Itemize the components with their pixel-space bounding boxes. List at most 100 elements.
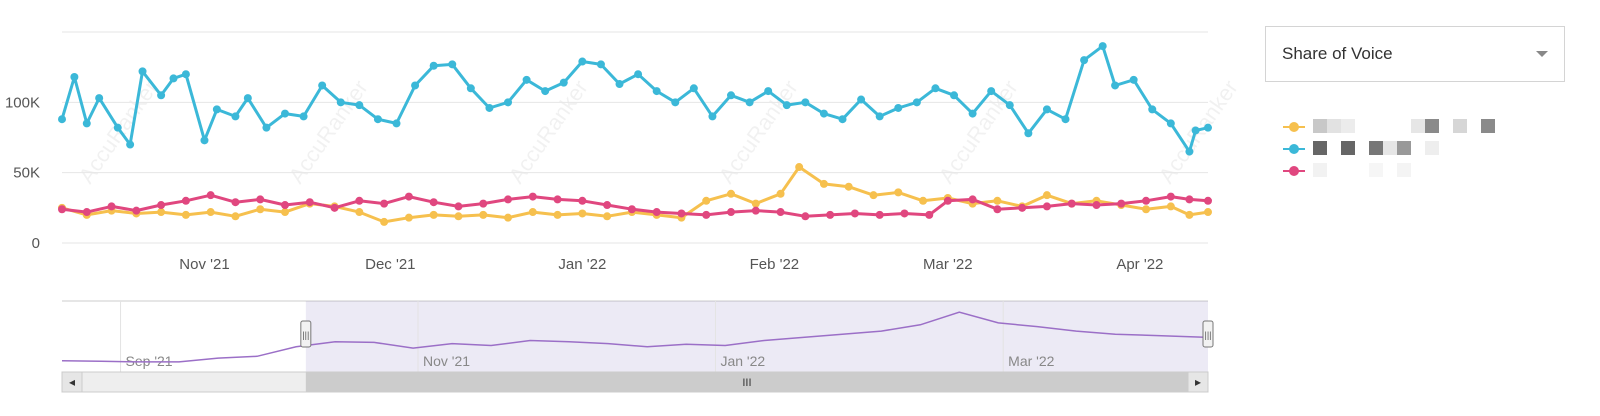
data-point xyxy=(1166,202,1175,211)
data-point xyxy=(231,198,240,207)
data-point xyxy=(1080,56,1089,65)
data-point xyxy=(429,210,438,219)
data-point xyxy=(751,206,760,215)
data-point xyxy=(541,87,550,96)
scrollbar-right-button[interactable] xyxy=(1187,371,1209,393)
data-point xyxy=(950,91,959,100)
redaction-block xyxy=(1369,163,1383,177)
data-point xyxy=(578,196,587,205)
navigator-left-handle[interactable] xyxy=(300,320,312,348)
data-point xyxy=(1204,196,1212,205)
data-point xyxy=(206,208,215,217)
data-point xyxy=(1092,201,1101,210)
data-point xyxy=(281,201,290,210)
data-point xyxy=(671,98,680,107)
data-point xyxy=(1111,81,1120,90)
data-point xyxy=(466,84,475,93)
data-point xyxy=(1117,199,1126,208)
data-point xyxy=(231,112,240,121)
x-tick-label: Apr '22 xyxy=(1116,256,1163,273)
data-point xyxy=(138,67,147,76)
data-point xyxy=(776,189,785,198)
data-point xyxy=(615,80,624,89)
data-point xyxy=(894,188,903,197)
redaction-block xyxy=(1369,141,1383,155)
legend-item[interactable] xyxy=(1283,138,1533,160)
data-point xyxy=(751,199,760,208)
legend-item[interactable] xyxy=(1283,116,1533,138)
data-point xyxy=(528,208,537,217)
redaction-block xyxy=(1327,119,1341,133)
arrow-right-icon: ▸ xyxy=(1195,375,1201,389)
data-point xyxy=(1185,195,1194,204)
data-point xyxy=(1129,75,1138,84)
metric-dropdown[interactable]: Share of Voice xyxy=(1265,26,1565,82)
legend-item[interactable] xyxy=(1283,160,1533,182)
data-point xyxy=(380,217,389,226)
scrollbar-left-button[interactable] xyxy=(61,371,83,393)
data-point xyxy=(900,209,909,218)
data-point xyxy=(1098,42,1107,51)
data-point xyxy=(305,198,314,207)
navigator-series-line xyxy=(61,311,1209,363)
data-point xyxy=(1142,196,1151,205)
handle-grip-icon: ||| xyxy=(302,330,309,340)
data-point xyxy=(1018,203,1027,212)
data-point xyxy=(454,212,463,221)
navigator-right-handle[interactable] xyxy=(1202,320,1214,348)
data-point xyxy=(838,115,847,124)
data-point xyxy=(596,60,605,69)
data-point xyxy=(603,212,612,221)
data-point xyxy=(603,201,612,210)
navigator-selection[interactable] xyxy=(305,301,1208,372)
data-point xyxy=(931,84,940,93)
data-point xyxy=(281,109,290,118)
data-point xyxy=(782,101,791,110)
data-point xyxy=(181,70,190,79)
data-point xyxy=(1024,129,1033,138)
data-point xyxy=(1204,208,1212,217)
range-navigator[interactable]: Sep '21 Nov '21 Jan '22 Mar '22 ||| ||| xyxy=(61,300,1214,372)
data-point xyxy=(256,205,265,214)
data-point xyxy=(1005,101,1014,110)
legend-dot-icon xyxy=(1289,122,1299,132)
scrollbar-thumb[interactable] xyxy=(305,372,1188,392)
redaction-block xyxy=(1397,163,1411,177)
x-tick-label: Nov '21 xyxy=(179,256,229,273)
data-point xyxy=(801,98,810,107)
watermark-text: AccuRanker xyxy=(714,75,803,188)
data-point xyxy=(943,196,952,205)
data-point xyxy=(1185,147,1194,156)
data-point xyxy=(504,213,513,222)
data-point xyxy=(355,208,364,217)
x-tick-label: Feb '22 xyxy=(750,256,800,273)
data-point xyxy=(801,212,810,221)
data-point xyxy=(968,109,977,118)
data-point xyxy=(404,192,413,201)
data-point xyxy=(522,75,531,84)
data-point xyxy=(1191,126,1200,135)
data-point xyxy=(243,94,252,103)
data-point xyxy=(776,208,785,217)
redaction-block xyxy=(1383,141,1397,155)
data-point xyxy=(299,112,308,121)
data-point xyxy=(95,94,104,103)
data-point xyxy=(844,182,853,191)
data-point xyxy=(1166,119,1175,128)
data-point xyxy=(212,105,221,114)
series-layer xyxy=(58,42,1212,226)
y-tick-label: 100K xyxy=(5,94,40,111)
scrollbar-grip-icon: III xyxy=(742,377,751,389)
navigator-tick-label: Nov '21 xyxy=(423,353,470,369)
data-point xyxy=(336,98,345,107)
data-point xyxy=(1142,205,1151,214)
data-point xyxy=(795,163,804,172)
data-point xyxy=(875,210,884,219)
navigator-tick-label: Mar '22 xyxy=(1008,353,1054,369)
data-point xyxy=(708,112,717,121)
arrow-left-icon: ◂ xyxy=(69,375,75,389)
redaction-block xyxy=(1313,119,1327,133)
navigator-scrollbar[interactable]: ◂ III ▸ xyxy=(61,371,1209,393)
data-point xyxy=(58,115,66,124)
